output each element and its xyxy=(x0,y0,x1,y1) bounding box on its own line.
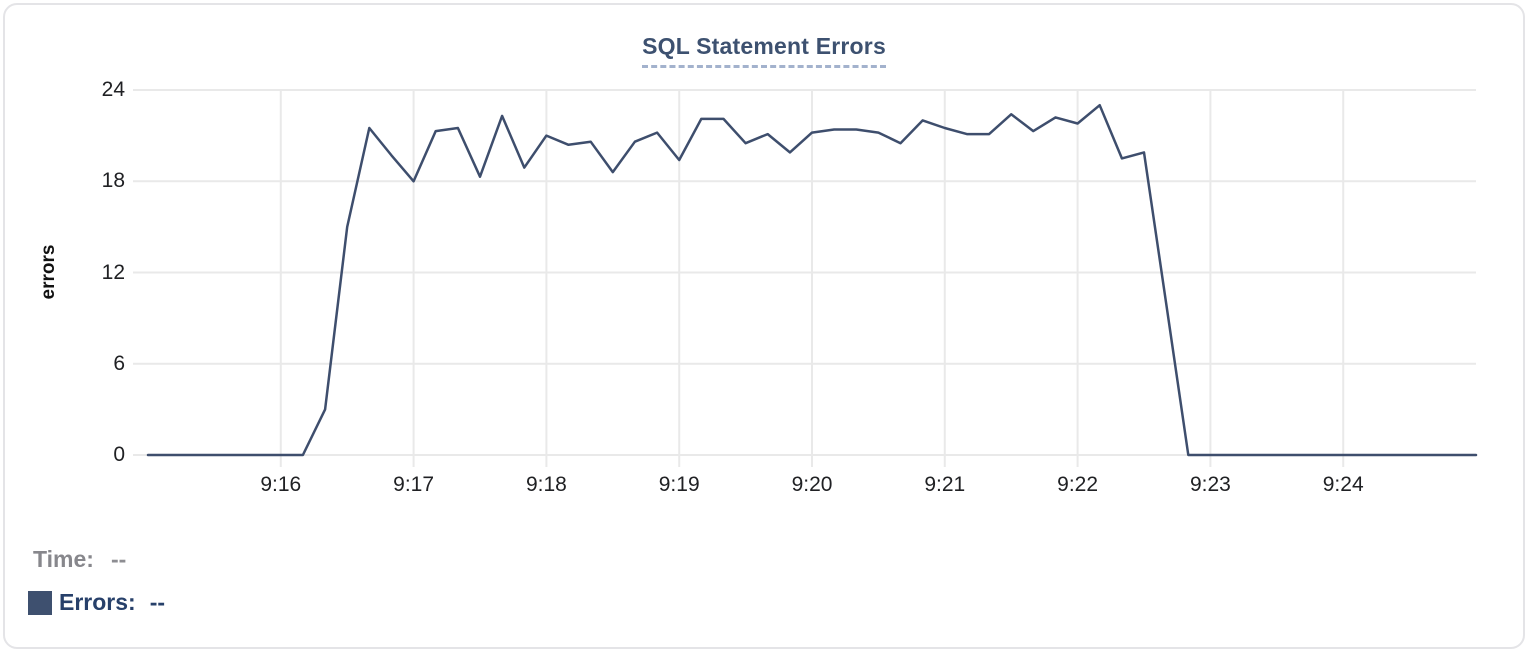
y-tick-label: 12 xyxy=(101,260,125,284)
y-tick-label: 0 xyxy=(113,443,125,466)
errors-series-line xyxy=(146,103,1478,457)
chart-header: SQL Statement Errors xyxy=(5,33,1523,68)
chart-card: SQL Statement Errors errors 24 18 12 6 0 9:1… xyxy=(3,3,1525,649)
line-chart[interactable] xyxy=(5,5,1525,649)
y-tick-label: 18 xyxy=(101,169,125,193)
y-tick-label: 6 xyxy=(113,351,125,375)
x-tick-label: 9:19 xyxy=(658,473,700,496)
x-tick-label: 9:24 xyxy=(1322,473,1364,496)
chart-title[interactable]: SQL Statement Errors xyxy=(642,33,886,68)
x-tick-label: 9:18 xyxy=(525,473,567,496)
y-axis-label: errors xyxy=(38,244,59,300)
y-tick-label: 24 xyxy=(101,78,125,101)
x-tick-label: 9:21 xyxy=(924,473,966,496)
x-tick-label: 9:20 xyxy=(791,473,833,496)
x-tick-label: 9:22 xyxy=(1057,473,1099,496)
x-tick-label: 9:23 xyxy=(1189,473,1231,496)
x-tick-label: 9:16 xyxy=(260,473,302,496)
x-tick-label: 9:17 xyxy=(393,473,435,496)
